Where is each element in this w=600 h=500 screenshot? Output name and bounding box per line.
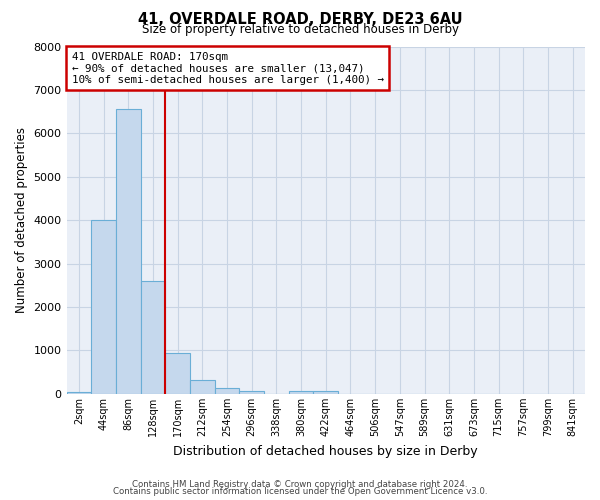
X-axis label: Distribution of detached houses by size in Derby: Distribution of detached houses by size … [173,444,478,458]
Bar [140,281,165,394]
Bar [91,220,116,394]
Text: Contains HM Land Registry data © Crown copyright and database right 2024.: Contains HM Land Registry data © Crown c… [132,480,468,489]
Bar [215,388,239,394]
Bar [313,392,338,394]
Bar [165,352,190,394]
Bar [289,392,313,394]
Bar [239,392,264,394]
Y-axis label: Number of detached properties: Number of detached properties [15,127,28,313]
Bar [116,110,140,394]
Text: 41, OVERDALE ROAD, DERBY, DE23 6AU: 41, OVERDALE ROAD, DERBY, DE23 6AU [137,12,463,28]
Text: Contains public sector information licensed under the Open Government Licence v3: Contains public sector information licen… [113,488,487,496]
Text: 41 OVERDALE ROAD: 170sqm
← 90% of detached houses are smaller (13,047)
10% of se: 41 OVERDALE ROAD: 170sqm ← 90% of detach… [72,52,384,85]
Bar [67,392,91,394]
Text: Size of property relative to detached houses in Derby: Size of property relative to detached ho… [142,22,458,36]
Bar [190,380,215,394]
